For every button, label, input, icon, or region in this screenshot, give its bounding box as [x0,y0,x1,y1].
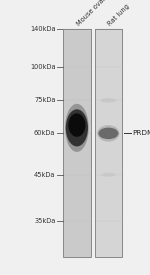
Ellipse shape [65,104,89,152]
Text: 60kDa: 60kDa [34,130,56,136]
Ellipse shape [101,172,115,177]
Text: Rat lung: Rat lung [107,4,131,28]
Bar [94,29,122,257]
Text: 45kDa: 45kDa [34,172,56,178]
Bar [63,29,91,257]
Ellipse shape [101,98,116,103]
Ellipse shape [97,125,120,142]
Ellipse shape [66,109,88,146]
Text: 35kDa: 35kDa [34,218,56,224]
Text: 100kDa: 100kDa [30,64,56,70]
Text: PRDM14: PRDM14 [132,130,150,136]
Text: Mouse ovary: Mouse ovary [75,0,110,28]
Text: 75kDa: 75kDa [34,97,56,103]
Ellipse shape [98,128,118,139]
Text: 140kDa: 140kDa [30,26,56,32]
Ellipse shape [68,113,85,137]
